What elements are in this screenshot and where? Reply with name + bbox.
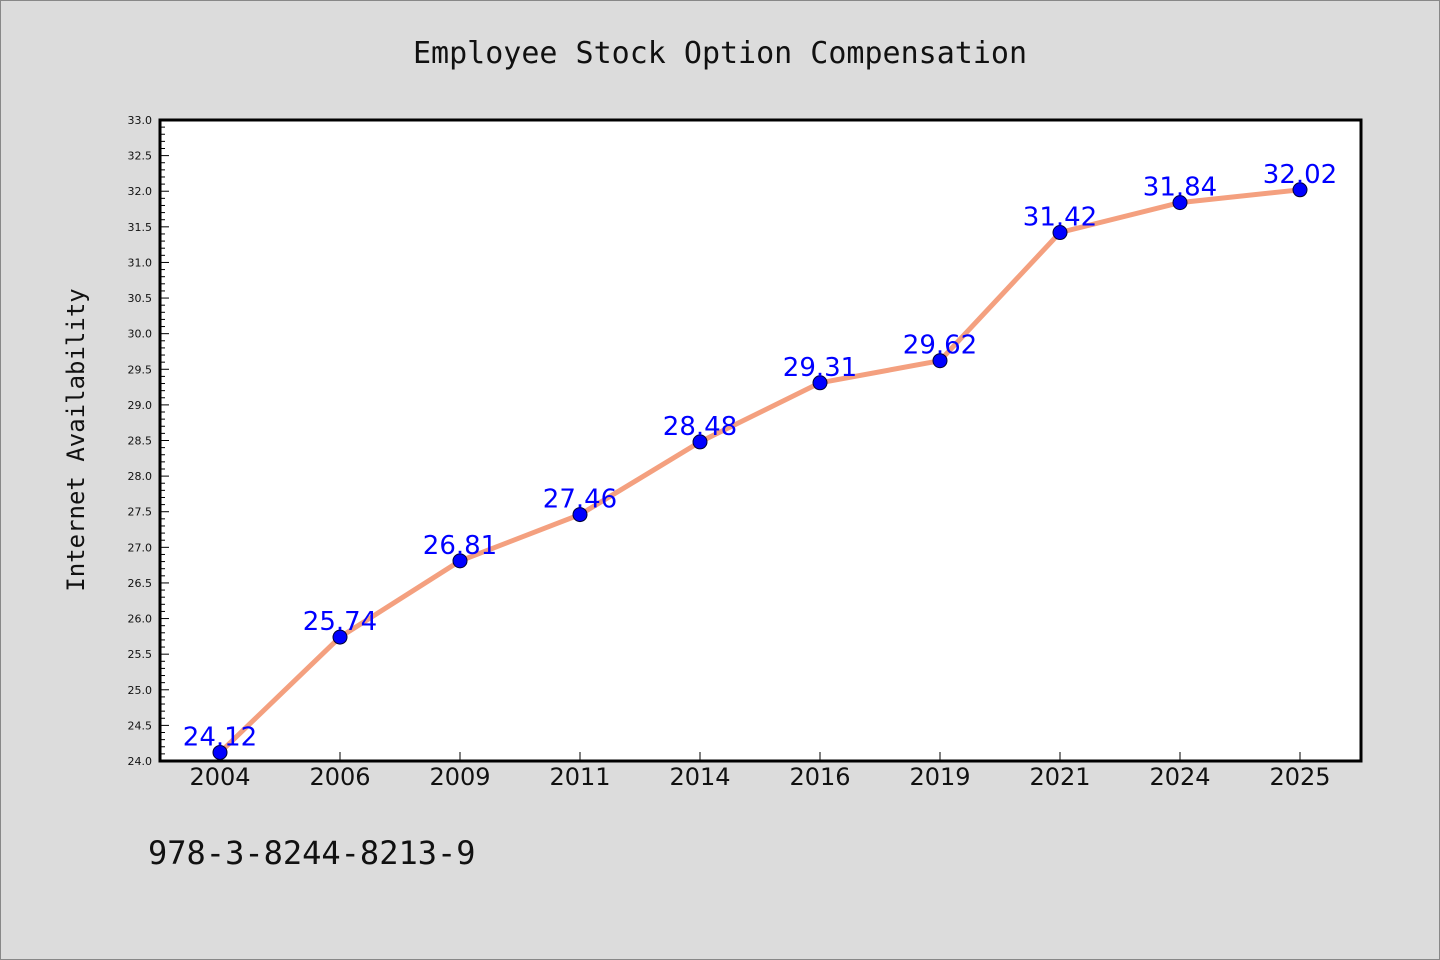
y-tick-label: 28.0 bbox=[128, 470, 153, 483]
y-tick-label: 32.0 bbox=[128, 185, 153, 198]
data-label: 25.74 bbox=[303, 607, 377, 637]
data-label: 28.48 bbox=[663, 412, 737, 442]
data-label: 29.31 bbox=[783, 353, 857, 383]
y-tick-label: 30.0 bbox=[128, 328, 153, 341]
x-tick-label: 2019 bbox=[909, 763, 970, 791]
data-point-marker bbox=[1052, 225, 1068, 241]
data-point-marker bbox=[212, 744, 228, 760]
y-axis-ticks: 24.0 24.5 25.0 25.5 26.0 26.5 27.0 27.5 28.0 28.5… bbox=[128, 114, 169, 768]
y-tick-label: 26.5 bbox=[128, 577, 153, 590]
y-tick-label: 31.0 bbox=[128, 256, 153, 269]
data-points bbox=[212, 182, 1308, 760]
y-axis-label: Internet Availability bbox=[62, 288, 90, 591]
x-tick-label: 2011 bbox=[549, 763, 610, 791]
plot-area bbox=[158, 118, 1363, 763]
y-tick-label: 32.5 bbox=[128, 150, 153, 163]
y-tick-label: 28.5 bbox=[128, 435, 153, 448]
x-tick-label: 2024 bbox=[1149, 763, 1210, 791]
data-label: 31.84 bbox=[1143, 173, 1217, 203]
x-tick-label: 2006 bbox=[309, 763, 370, 791]
x-axis-ticks: 2004 2006 2009 2011 2014 2016 2019 2021 2024 2025 bbox=[189, 752, 1331, 791]
y-tick-label: 29.5 bbox=[128, 363, 153, 376]
series-line bbox=[217, 187, 1303, 755]
x-tick-label: 2025 bbox=[1269, 763, 1330, 791]
data-point-marker bbox=[1172, 195, 1188, 211]
y-tick-label: 25.0 bbox=[128, 684, 153, 697]
y-tick-label: 24.0 bbox=[128, 755, 153, 768]
chart-title: Employee Stock Option Compensation bbox=[413, 36, 1027, 71]
y-tick-label: 27.5 bbox=[128, 506, 153, 519]
footnote-isbn: 978-3-8244-8213-9 bbox=[148, 834, 476, 872]
y-tick-label: 30.5 bbox=[128, 292, 153, 305]
data-label: 32.02 bbox=[1263, 160, 1337, 190]
data-point-marker bbox=[452, 553, 468, 569]
data-point-marker bbox=[932, 353, 948, 369]
x-tick-label: 2009 bbox=[429, 763, 490, 791]
data-point-marker bbox=[332, 629, 348, 645]
data-point-marker bbox=[1292, 182, 1308, 198]
y-tick-label: 31.5 bbox=[128, 221, 153, 234]
data-point-marker bbox=[572, 507, 588, 523]
x-tick-label: 2021 bbox=[1029, 763, 1090, 791]
y-tick-label: 24.5 bbox=[128, 719, 153, 732]
x-tick-label: 2014 bbox=[669, 763, 730, 791]
data-point-marker bbox=[812, 375, 828, 391]
y-tick-label: 33.0 bbox=[128, 114, 153, 127]
x-tick-label: 2004 bbox=[189, 763, 250, 791]
data-point-marker bbox=[692, 434, 708, 450]
y-tick-label: 29.0 bbox=[128, 399, 153, 412]
data-label: 27.46 bbox=[543, 485, 617, 515]
y-tick-label: 26.0 bbox=[128, 613, 153, 626]
data-label: 24.12 bbox=[183, 722, 257, 752]
data-labels: 24.12 25.74 26.81 27.46 28.48 29.31 29.62 31.42… bbox=[183, 160, 1337, 753]
data-label: 26.81 bbox=[423, 531, 497, 561]
y-tick-label: 27.0 bbox=[128, 541, 153, 554]
data-label: 31.42 bbox=[1023, 203, 1097, 233]
x-tick-label: 2016 bbox=[789, 763, 850, 791]
y-tick-label: 25.5 bbox=[128, 648, 153, 661]
data-label: 29.62 bbox=[903, 331, 977, 361]
